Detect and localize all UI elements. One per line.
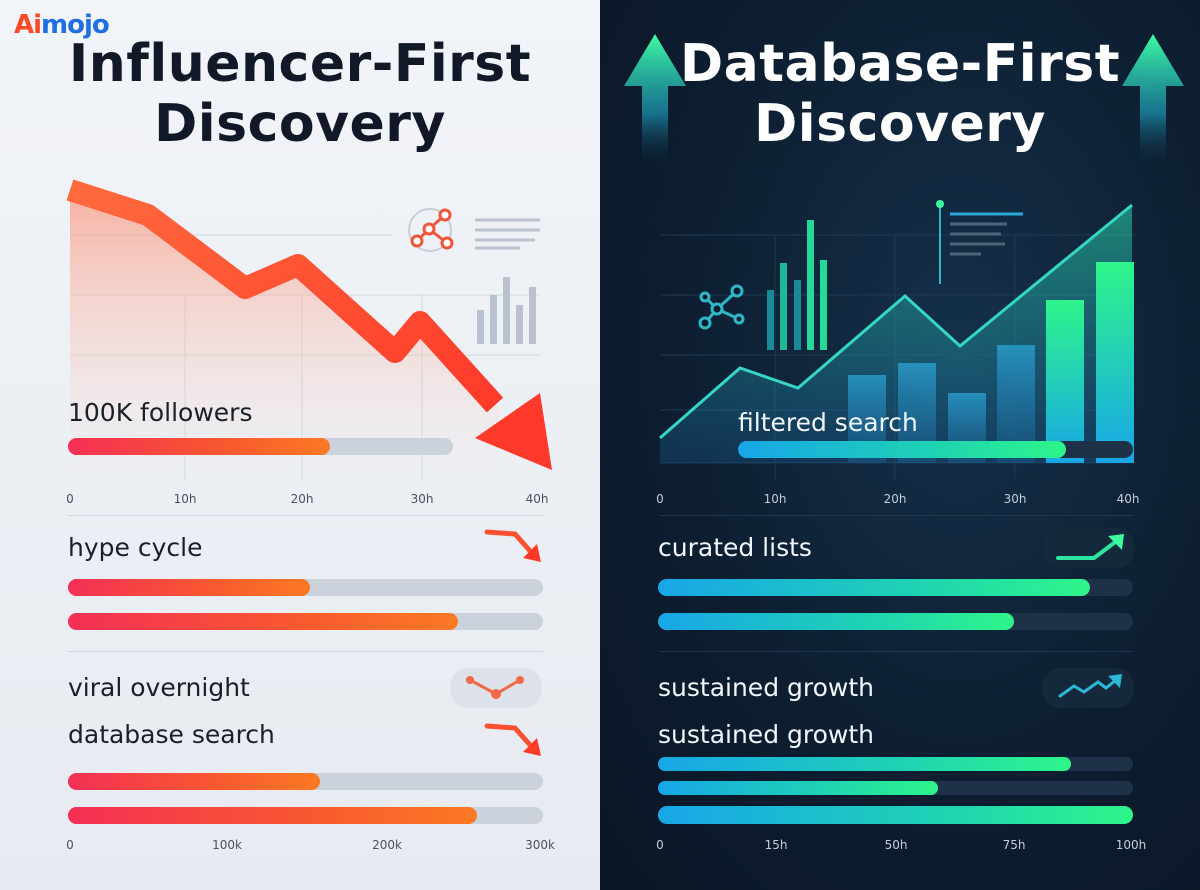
left-axis-top: 0 10h 20h 30h 40h — [0, 492, 600, 508]
right-axis-bottom: 0 15h 50h 75h 100h — [600, 838, 1200, 854]
database-first-panel: Database-First Discovery — [600, 0, 1200, 890]
axis-tick: 20h — [883, 492, 907, 506]
divider — [68, 651, 543, 652]
right-title-line-1: Database-First — [679, 34, 1121, 94]
curated-bar-1 — [658, 579, 1133, 596]
filtered-search-bar — [738, 441, 1133, 458]
sustained-bar-3 — [658, 806, 1133, 824]
hype-bar-2-fill — [68, 613, 458, 630]
axis-tick: 30h — [1003, 492, 1027, 506]
network-icon — [698, 284, 745, 330]
trend-up-badge — [1042, 668, 1134, 708]
divider — [68, 515, 543, 516]
sustained-bar-3-fill — [658, 806, 1133, 824]
database-bar-1 — [68, 773, 543, 790]
hype-bar-2 — [68, 613, 543, 630]
text-lines-icon — [936, 200, 1023, 284]
sustained-growth-label-2: sustained growth — [658, 720, 874, 749]
down-arrow-icon — [484, 529, 541, 562]
filtered-search-bar-fill — [738, 441, 1066, 458]
aimojo-logo: Aimojo — [14, 10, 110, 40]
right-axis-top: 0 10h 20h 30h 40h — [600, 492, 1200, 508]
divider — [660, 515, 1133, 516]
sustained-bar-1 — [658, 757, 1133, 771]
network-icon — [408, 208, 454, 252]
axis-tick: 20h — [290, 492, 314, 506]
curated-bar-2 — [658, 613, 1133, 630]
down-arrow-icon — [475, 393, 552, 470]
sustained-bar-1-fill — [658, 757, 1072, 771]
curated-bar-2-fill — [658, 613, 1015, 630]
left-title: Influencer-First Discovery — [0, 34, 600, 154]
axis-tick: 0 — [66, 492, 74, 506]
bar-chart-icon — [477, 277, 536, 344]
trend-up-icon — [1058, 674, 1122, 698]
axis-tick: 40h — [1116, 492, 1140, 506]
hype-bar-1 — [68, 579, 543, 596]
hype-cycle-label: hype cycle — [68, 533, 203, 562]
axis-tick: 100k — [212, 838, 242, 852]
trend-up-icon — [1056, 534, 1124, 560]
axis-tick: 200k — [372, 838, 402, 852]
sustained-bar-2 — [658, 781, 1133, 795]
axis-tick: 300k — [525, 838, 555, 852]
dip-chart-badge — [450, 668, 542, 708]
text-lines-icon — [475, 218, 540, 250]
down-arrow-icon — [484, 723, 541, 756]
axis-tick: 0 — [656, 838, 664, 852]
left-trend-chart — [66, 179, 552, 480]
influencer-first-panel: Aimojo Influencer-First Discovery — [0, 0, 600, 890]
right-title: Database-First Discovery — [600, 34, 1200, 154]
followers-bar-fill — [68, 438, 330, 455]
axis-tick: 10h — [763, 492, 787, 506]
left-axis-bottom: 0 100k 200k 300k — [0, 838, 600, 854]
database-bar-1-fill — [68, 773, 320, 790]
left-title-line-2: Discovery — [154, 94, 446, 154]
database-search-label: database search — [68, 720, 275, 749]
hype-bar-1-fill — [68, 579, 311, 596]
filtered-search-label: filtered search — [738, 408, 918, 437]
up-arrow-icon — [624, 34, 686, 168]
axis-tick: 0 — [66, 838, 74, 852]
left-title-line-1: Influencer-First — [68, 34, 532, 94]
followers-bar — [68, 438, 453, 455]
trend-up-badge — [1042, 528, 1134, 568]
axis-tick: 50h — [884, 838, 908, 852]
sustained-bar-2-fill — [658, 781, 939, 795]
curated-bar-1-fill — [658, 579, 1091, 596]
sustained-growth-label: sustained growth — [658, 673, 874, 702]
database-bar-2 — [68, 807, 543, 824]
axis-tick: 100h — [1115, 838, 1147, 852]
axis-tick: 30h — [410, 492, 434, 506]
axis-tick: 75h — [1002, 838, 1026, 852]
axis-tick: 15h — [764, 838, 788, 852]
axis-tick: 40h — [525, 492, 549, 506]
up-arrow-icon — [1122, 34, 1184, 168]
right-title-line-2: Discovery — [754, 94, 1046, 154]
axis-tick: 10h — [173, 492, 197, 506]
dip-trend-icon — [466, 676, 524, 699]
database-bar-2-fill — [68, 807, 477, 824]
followers-label: 100K followers — [68, 398, 253, 427]
viral-overnight-label: viral overnight — [68, 673, 250, 702]
curated-lists-label: curated lists — [658, 533, 812, 562]
divider — [660, 651, 1133, 652]
axis-tick: 0 — [656, 492, 664, 506]
